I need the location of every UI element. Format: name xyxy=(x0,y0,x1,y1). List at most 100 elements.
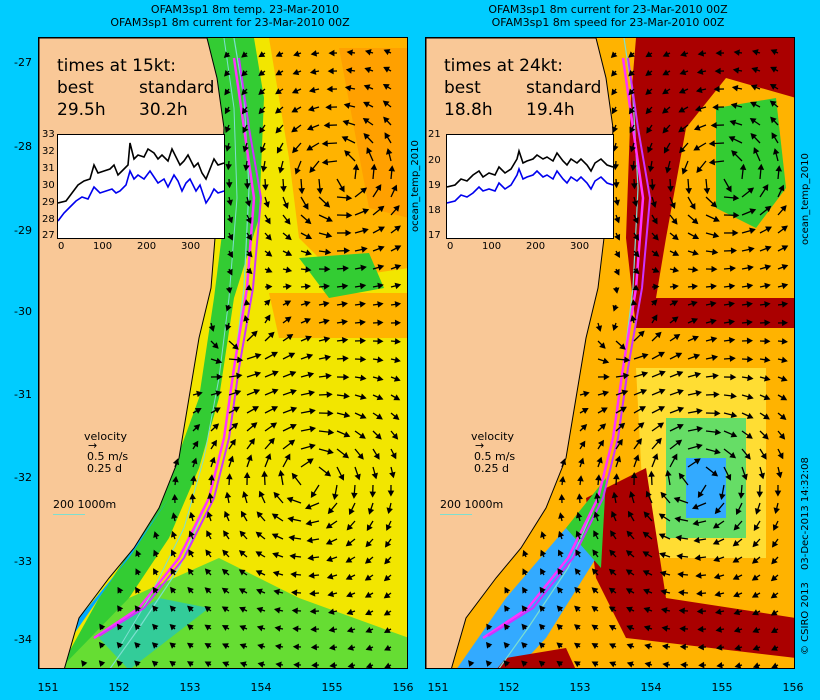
current-vector-head xyxy=(263,299,271,306)
current-vector-head xyxy=(394,338,401,345)
current-vector-head xyxy=(382,100,390,107)
current-vector-head xyxy=(628,51,635,58)
current-vector-head xyxy=(692,266,699,273)
current-vector-head xyxy=(346,608,354,616)
current-vector-head xyxy=(226,268,233,276)
current-vector-head xyxy=(763,413,770,420)
current-vector-head xyxy=(781,319,789,327)
current-vector-head xyxy=(272,570,280,577)
current-vector-head xyxy=(504,605,511,613)
current-vector-head xyxy=(288,352,296,359)
right-best-label: best xyxy=(444,78,481,98)
current-vector-head xyxy=(756,491,764,498)
current-vector-head xyxy=(675,534,682,542)
current-vector-head xyxy=(338,185,345,193)
right-times-heading: times at 24kt: xyxy=(444,56,564,76)
current-vector-head xyxy=(377,319,384,327)
current-vector-head xyxy=(674,516,681,523)
current-vector-head xyxy=(746,412,754,419)
current-vector-head xyxy=(341,283,349,290)
current-vector-head xyxy=(591,624,599,631)
current-vector-head xyxy=(575,530,582,538)
current-vector-head xyxy=(243,183,251,190)
current-vector-head xyxy=(573,661,581,668)
current-vector-head xyxy=(304,503,312,510)
current-vector-head xyxy=(384,540,392,548)
current-vector-head xyxy=(386,507,393,515)
current-vector-head xyxy=(635,438,642,445)
current-vector-head xyxy=(522,568,529,576)
current-vector-head xyxy=(712,103,719,111)
current-vector-head xyxy=(385,524,392,531)
current-vector-head xyxy=(309,443,316,450)
current-vector-head xyxy=(221,625,229,631)
current-vector-head xyxy=(713,85,720,93)
current-vector-head xyxy=(240,510,247,518)
current-vector-head xyxy=(764,319,771,327)
current-vector-head xyxy=(367,507,375,515)
right-title-line1: OFAM3sp1 8m current for 23-Mar-2010 00Z xyxy=(488,3,728,16)
current-vector-head xyxy=(255,551,263,558)
current-vector-head xyxy=(288,439,296,446)
current-vector-head xyxy=(324,265,331,273)
current-vector-head xyxy=(245,284,253,291)
inset-xlabel: 200 xyxy=(137,241,157,252)
current-vector-head xyxy=(290,388,297,396)
current-vector-head xyxy=(603,373,610,381)
current-vector-head xyxy=(271,388,279,395)
current-vector-head xyxy=(254,371,262,378)
current-vector-head xyxy=(327,409,334,417)
current-vector-head xyxy=(671,300,679,307)
current-vector-head xyxy=(287,516,294,523)
right-speed-map[interactable]: times at 24kt: best standard 18.8h 19.4h… xyxy=(425,37,795,669)
current-vector-head xyxy=(284,316,292,323)
current-vector-head xyxy=(233,406,240,413)
current-vector-head xyxy=(661,625,668,632)
current-vector-head xyxy=(610,510,617,518)
current-vector-head xyxy=(327,428,335,436)
current-vector-head xyxy=(713,573,721,580)
current-vector-head xyxy=(660,607,668,614)
current-vector-head xyxy=(360,393,367,400)
current-vector-head xyxy=(730,373,737,381)
current-vector-head xyxy=(288,534,295,542)
current-vector-head xyxy=(610,51,618,59)
current-vector-head xyxy=(650,299,658,306)
current-vector-head xyxy=(325,103,332,111)
current-vector-head xyxy=(781,225,788,232)
current-vector-head xyxy=(360,374,367,382)
current-vector-head xyxy=(224,88,231,96)
current-vector-head xyxy=(629,126,636,134)
current-vector-head xyxy=(359,282,367,290)
current-vector-head xyxy=(226,199,233,207)
current-vector-head xyxy=(691,300,698,307)
current-vector-head xyxy=(223,530,230,538)
inset-ylabel: 27 xyxy=(42,230,55,241)
current-vector-head xyxy=(304,283,312,290)
current-vector-head xyxy=(172,458,180,466)
current-vector-head xyxy=(733,211,740,219)
current-vector-head xyxy=(383,627,391,633)
current-vector-head xyxy=(243,164,250,172)
current-vector-head xyxy=(540,531,547,538)
current-vector-head xyxy=(370,163,378,170)
current-vector-head xyxy=(693,536,700,544)
current-vector-head xyxy=(713,215,720,222)
lon-label: 156 xyxy=(392,681,414,694)
current-vector-head xyxy=(538,642,546,649)
current-vector-head xyxy=(739,163,747,171)
current-vector-head xyxy=(521,660,528,667)
current-vector-head xyxy=(760,452,767,460)
current-vector-head xyxy=(305,335,312,342)
current-vector-head xyxy=(770,49,778,56)
current-vector-head xyxy=(710,318,717,325)
current-vector-head xyxy=(692,519,700,527)
right-velocity-arrow: → xyxy=(475,439,485,452)
current-vector-head xyxy=(231,422,239,430)
current-vector-head xyxy=(364,591,372,598)
current-vector-head xyxy=(294,167,301,175)
current-vector-head xyxy=(648,470,655,477)
current-vector-head xyxy=(341,318,348,326)
left-temperature-map[interactable]: times at 15kt: best standard 29.5h 30.2h… xyxy=(38,37,408,669)
current-vector-head xyxy=(574,605,581,613)
